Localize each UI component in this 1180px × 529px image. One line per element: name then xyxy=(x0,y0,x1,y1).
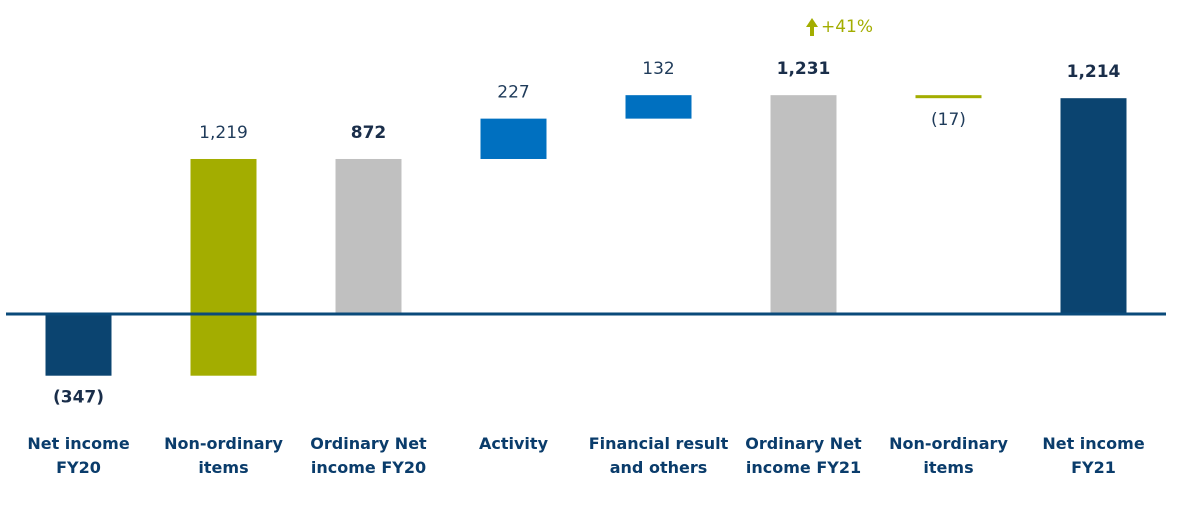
bar xyxy=(480,118,547,159)
data-label: 872 xyxy=(351,123,387,143)
bar xyxy=(915,95,982,99)
bar xyxy=(190,158,257,376)
annotation: +41% xyxy=(821,17,873,37)
data-label: 1,231 xyxy=(777,59,831,79)
bar xyxy=(770,95,837,315)
data-label: 227 xyxy=(497,83,529,103)
x-tick-label: Financial result and others xyxy=(588,434,729,477)
x-tick-label: Ordinary Net income FY21 xyxy=(745,434,862,477)
bar xyxy=(335,158,402,315)
x-tick-label: Activity xyxy=(479,434,548,453)
x-tick-label: Net income FY21 xyxy=(1042,434,1145,477)
bar xyxy=(45,314,112,376)
x-tick-label: Non-ordinary items xyxy=(164,434,283,477)
data-label: 132 xyxy=(642,59,674,79)
bar xyxy=(625,95,692,119)
x-tick-label: Net income FY20 xyxy=(27,434,130,477)
data-label: 1,214 xyxy=(1067,62,1121,82)
bar xyxy=(1060,98,1127,315)
data-label: (17) xyxy=(931,110,966,130)
data-label: (347) xyxy=(53,388,104,408)
x-tick-label: Non-ordinary items xyxy=(889,434,1008,477)
data-label: 1,219 xyxy=(199,123,248,143)
x-tick-label: Ordinary Net income FY20 xyxy=(310,434,427,477)
up-arrow xyxy=(806,18,818,36)
